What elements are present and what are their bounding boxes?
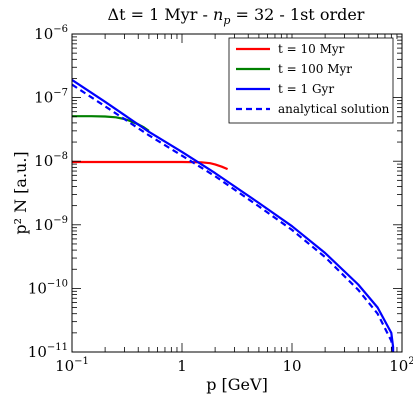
plot-frame xyxy=(71,33,403,353)
series-layer xyxy=(72,78,395,352)
svg-text:Δt = 1 Myr - np = 32 - 1st ord: Δt = 1 Myr - np = 32 - 1st order xyxy=(108,5,365,27)
legend-label-4: analytical solution xyxy=(278,102,390,116)
series-line-3 xyxy=(72,78,395,352)
y-tick-label: 10−9 xyxy=(34,215,68,234)
y-tick-label: 10−8 xyxy=(34,151,68,170)
x-tick-labels: 10−1 1 10 102 xyxy=(55,356,413,375)
y-tick-label: 10−10 xyxy=(28,278,68,297)
x-tick-label: 10−1 xyxy=(55,356,89,375)
y-tick-label: 10−6 xyxy=(34,24,68,43)
title-var: n xyxy=(213,5,223,24)
legend-label-3: t = 1 Gyr xyxy=(278,82,334,96)
y-tick-label: 10−11 xyxy=(28,342,68,361)
series-line-1 xyxy=(72,160,229,171)
y-tick-label: 10−7 xyxy=(34,88,68,107)
legend-label-2: t = 100 Myr xyxy=(278,62,352,76)
series-line-4 xyxy=(72,83,395,352)
title-rest: = 32 - 1st order xyxy=(230,5,364,24)
x-tick-label: 1 xyxy=(177,357,187,375)
legend: t = 10 Myr t = 100 Myr t = 1 Gyr analytical… xyxy=(228,37,394,124)
x-tick-label: 10 xyxy=(282,357,301,375)
title-main: Δt = 1 Myr - xyxy=(108,5,213,24)
y-tick-labels: 10−6 10−7 10−8 10−9 10−10 10−11 xyxy=(28,24,68,361)
chart-title: Δt = 1 Myr - np = 32 - 1st order xyxy=(108,5,365,27)
title-sub: p xyxy=(223,14,230,27)
ticks-layer xyxy=(71,33,403,353)
y-axis-label: p² N [a.u.] xyxy=(11,151,30,234)
x-axis-label: p [GeV] xyxy=(206,375,268,394)
legend-label-1: t = 10 Myr xyxy=(278,42,345,56)
x-tick-label: 102 xyxy=(389,356,413,375)
